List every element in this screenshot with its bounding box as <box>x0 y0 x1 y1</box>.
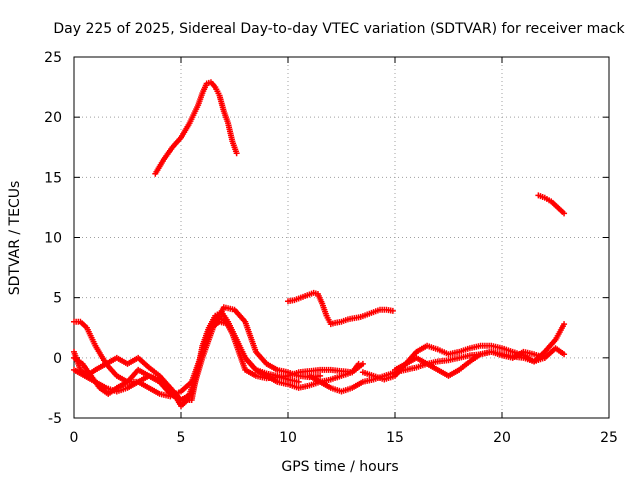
data-marks <box>71 79 568 409</box>
data-point <box>359 360 366 367</box>
data-point <box>561 321 568 328</box>
data-point <box>541 354 548 361</box>
y-tick-label: -5 <box>48 411 62 427</box>
y-tick-label: 10 <box>44 231 62 247</box>
x-tick-label: 0 <box>70 430 79 446</box>
series-arc-2 <box>71 315 362 409</box>
axis-ticks: 0 5 10 15 20 25 -5 0 5 10 15 20 25 <box>44 50 618 446</box>
y-axis-label: SDTVAR / TECUs <box>7 181 23 296</box>
data-point <box>389 307 396 314</box>
series-arc-5 <box>152 79 240 177</box>
series-arc-6 <box>285 289 396 328</box>
x-tick-label: 10 <box>279 430 297 446</box>
x-tick-label: 20 <box>493 430 511 446</box>
grid <box>74 57 609 418</box>
data-point <box>561 351 568 358</box>
series-arc-8 <box>359 342 568 383</box>
x-tick-label: 5 <box>177 430 186 446</box>
series-arc-9 <box>392 348 548 379</box>
x-tick-label: 15 <box>386 430 404 446</box>
data-point <box>561 210 568 217</box>
series-arc-4 <box>71 318 366 400</box>
y-tick-label: 25 <box>44 50 62 66</box>
chart-title: Day 225 of 2025, Sidereal Day-to-day VTE… <box>53 21 625 37</box>
series-arc-10 <box>535 192 568 217</box>
data-point <box>295 378 302 385</box>
x-axis-label: GPS time / hours <box>281 459 398 475</box>
y-tick-label: 5 <box>53 291 62 307</box>
data-point <box>233 150 240 157</box>
data-point <box>317 372 324 379</box>
y-tick-label: 15 <box>44 170 62 186</box>
y-tick-label: 0 <box>53 351 62 367</box>
x-tick-label: 25 <box>600 430 618 446</box>
y-tick-label: 20 <box>44 110 62 126</box>
